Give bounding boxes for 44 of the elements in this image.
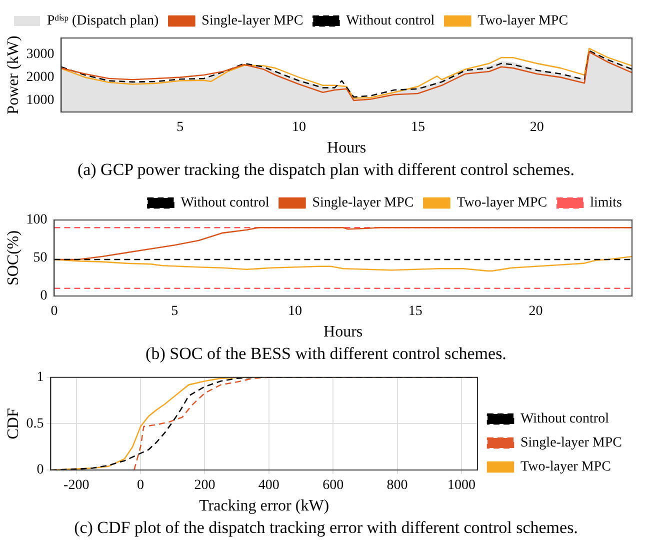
y-tick-label: 1 bbox=[36, 370, 44, 386]
legend-label: limits bbox=[590, 196, 622, 211]
x-tick-label: 20 bbox=[528, 304, 543, 320]
y-axis-title: CDF bbox=[4, 408, 22, 440]
legend-label: Single-layer MPC bbox=[202, 14, 304, 29]
text: (a) GCP power tracking the dispatch plan with different control schemes. bbox=[76, 159, 576, 181]
legend-label: Without control bbox=[346, 14, 435, 29]
y-tick-label: 0 bbox=[36, 462, 44, 478]
y-tick-label: 0.5 bbox=[26, 416, 44, 432]
x-axis-title: Hours bbox=[327, 140, 366, 157]
x-tick-label: -200 bbox=[64, 478, 90, 494]
x-tick-label: 200 bbox=[194, 478, 216, 494]
y-tick-label: 1000 bbox=[26, 93, 54, 108]
legend-label: Two-layer MPC bbox=[520, 460, 611, 475]
y-tick-label: 0 bbox=[40, 288, 48, 304]
x-tick-label: 20 bbox=[530, 120, 544, 136]
legend-label: Without control bbox=[180, 196, 270, 211]
legend-label: Two-layer MPC bbox=[456, 196, 548, 211]
x-tick-label: 600 bbox=[322, 478, 344, 494]
legend-label: Single-layer MPC bbox=[520, 436, 622, 451]
x-tick-label: 5 bbox=[171, 304, 178, 320]
x-tick-label: 800 bbox=[386, 478, 408, 494]
legend-label: Single-layer MPC bbox=[312, 196, 414, 211]
legend-label: Without control bbox=[520, 412, 610, 427]
x-tick-label: 1000 bbox=[447, 478, 476, 494]
x-tick-label: 10 bbox=[288, 304, 302, 320]
y-tick-label: 100 bbox=[26, 212, 48, 228]
y-tick-label: 50 bbox=[33, 250, 48, 266]
x-tick-label: 15 bbox=[408, 304, 422, 320]
y-axis-title: Power (kW) bbox=[4, 36, 22, 114]
y-tick-label: 2000 bbox=[26, 70, 54, 85]
x-axis-title: Tracking error (kW) bbox=[199, 498, 330, 515]
x-tick-label: 15 bbox=[410, 120, 425, 136]
x-tick-label: 10 bbox=[292, 120, 306, 136]
x-tick-label: 5 bbox=[176, 120, 184, 136]
y-tick-label: 3000 bbox=[26, 46, 54, 62]
text: (c) CDF plot of the dispatch tracking error with different control schemes. bbox=[73, 517, 579, 539]
x-axis-title: Hours bbox=[324, 324, 363, 341]
x-tick-label: 0 bbox=[137, 478, 144, 494]
x-tick-label: 400 bbox=[258, 478, 280, 494]
legend-label: Two-layer MPC bbox=[478, 14, 568, 29]
legend-label: Pᵈⁱˢᵖ (Dispatch plan) bbox=[47, 14, 159, 29]
y-axis-title: SOC(%) bbox=[4, 230, 22, 286]
text: (b) SOC of the BESS with different control schemes. bbox=[144, 343, 508, 365]
